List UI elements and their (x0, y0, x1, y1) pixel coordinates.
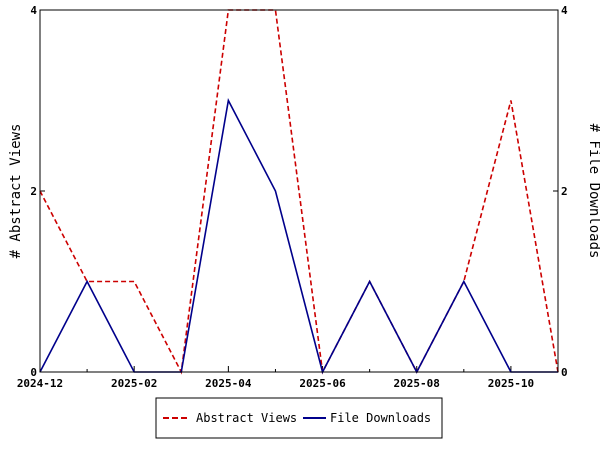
legend-box (155, 397, 443, 439)
y-tick-label-left: 4 (30, 4, 37, 17)
series-line-abstract-views (39, 9, 559, 375)
x-tick-label: 2025-06 (299, 377, 346, 390)
y-axis-label-left: # Abstract Views (8, 124, 24, 259)
legend-label-file-downloads: File Downloads (330, 411, 431, 425)
x-tick-label: 2025-02 (111, 377, 157, 390)
y-tick-label-right: 0 (561, 366, 568, 379)
plot-frame (39, 9, 559, 373)
x-tick-label: 2025-04 (205, 377, 252, 390)
x-tick-label: 2024-12 (17, 377, 63, 390)
tick-group: 2024-12 2025-02 2025-04 2025-06 2025-08 2025-… (17, 4, 568, 390)
series-group (39, 9, 559, 375)
y-tick-label-right: 4 (561, 4, 568, 17)
y-tick-label-left: 2 (30, 185, 37, 198)
series-line-file-downloads (39, 98, 558, 375)
legend-label-abstract-views: Abstract Views (196, 411, 297, 425)
y-tick-label-left: 0 (30, 366, 37, 379)
x-tick-label: 2025-08 (394, 377, 440, 390)
y-axis-label-right: # File Downloads (586, 124, 600, 259)
x-tick-label: 2025-10 (488, 377, 534, 390)
y-tick-label-right: 2 (561, 185, 568, 198)
legend: Abstract Views File Downloads (155, 397, 443, 439)
